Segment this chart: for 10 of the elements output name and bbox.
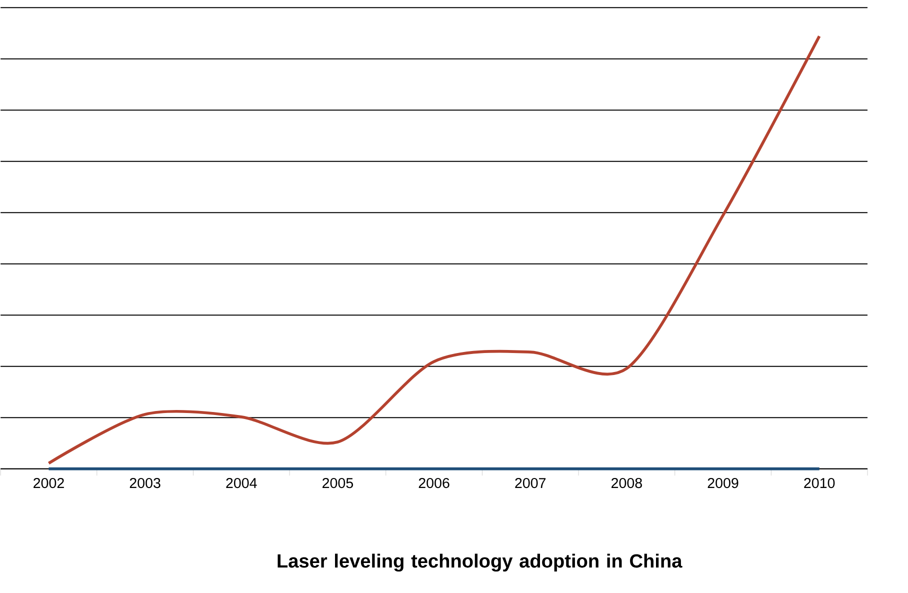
x-tick-label: 2010 xyxy=(804,478,835,488)
text: Laser leveling technology adoption in China xyxy=(278,554,682,572)
x-tick-label: 2009 xyxy=(708,478,738,488)
x-tick-label: 2007 xyxy=(515,478,546,488)
x-tick-label: 2006 xyxy=(418,478,450,488)
x-tick-label: 2008 xyxy=(612,478,642,488)
x-tick-label: 2002 xyxy=(34,478,64,488)
x-tick-label: 2003 xyxy=(130,478,160,488)
x-tick-label: 2004 xyxy=(226,478,257,488)
x-tick-label: 2005 xyxy=(322,478,354,488)
